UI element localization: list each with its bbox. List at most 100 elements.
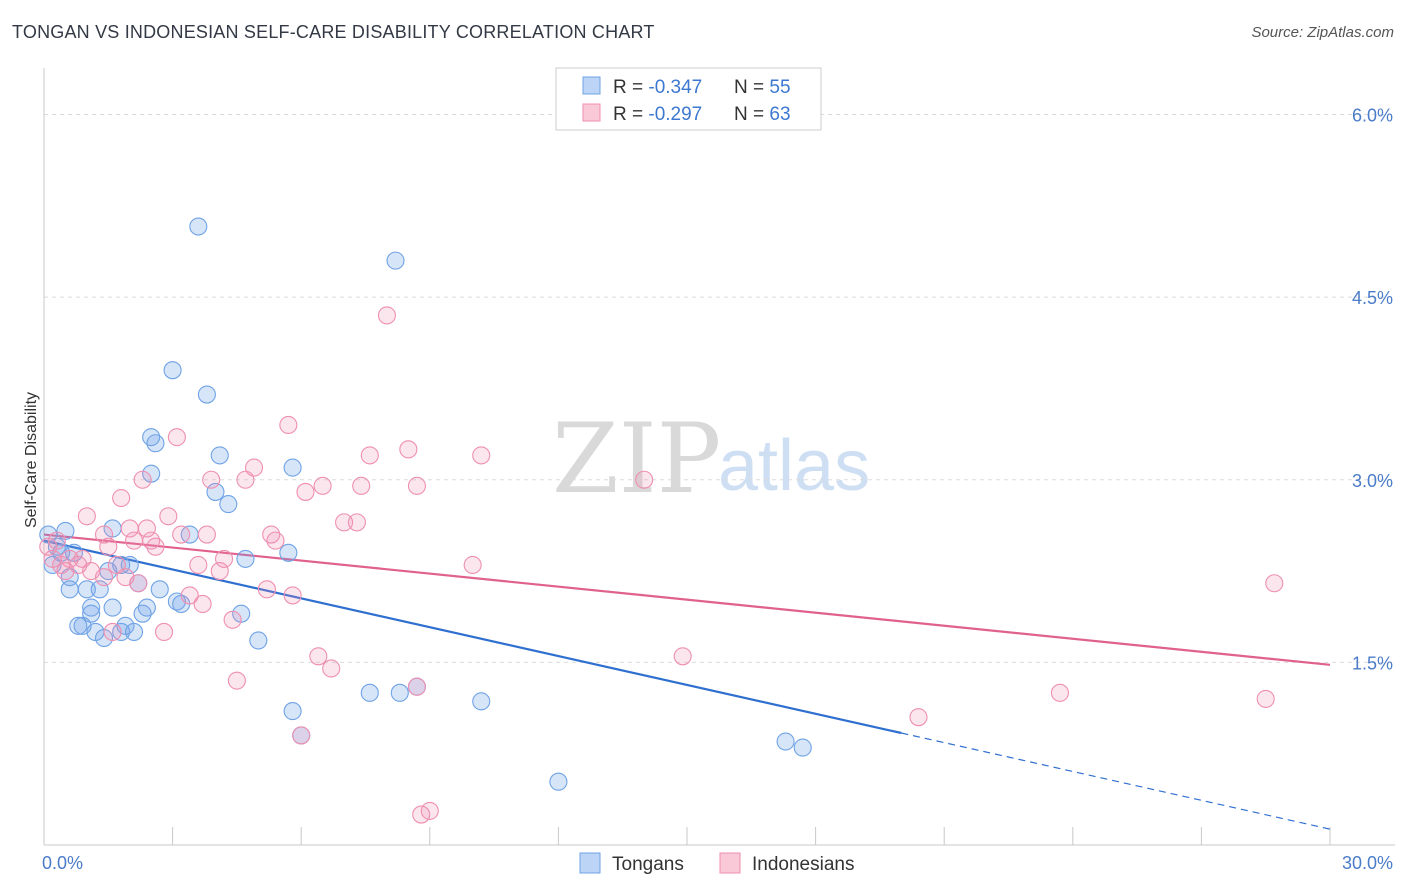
point-tongans-41 <box>236 549 255 568</box>
point-indonesians-66 <box>1265 574 1284 593</box>
trend-lines <box>43 533 1331 830</box>
point-tongans-12 <box>82 604 101 623</box>
watermark-atlas: atlas <box>718 426 870 506</box>
trend-line-extension-tongans <box>901 732 1331 830</box>
point-indonesians-54 <box>399 440 418 459</box>
point-tongans-54 <box>793 738 812 757</box>
point-tongans-6 <box>60 580 79 599</box>
legend-swatch-indonesians <box>582 103 601 122</box>
point-tongans-30 <box>150 580 169 599</box>
point-tongans-36 <box>197 385 216 404</box>
point-indonesians-58 <box>420 801 439 820</box>
point-indonesians-42 <box>279 415 298 435</box>
legend: R = -0.347 N = 55 R = -0.297 N = 63 <box>555 67 822 131</box>
point-indonesians-38 <box>244 458 264 477</box>
point-indonesians-34 <box>214 549 234 568</box>
point-indonesians-51 <box>352 476 371 495</box>
point-indonesians-35 <box>223 610 242 629</box>
point-tongans-44 <box>283 702 302 721</box>
y-tick-label-3: 6.0% <box>1352 106 1393 126</box>
point-indonesians-31 <box>197 525 216 544</box>
point-indonesians-32 <box>202 470 221 489</box>
axes <box>43 68 1395 846</box>
point-tongans-11 <box>82 598 101 617</box>
point-indonesians-23 <box>146 537 165 556</box>
point-indonesians-45 <box>296 482 315 501</box>
y-tick-label-0: 1.5% <box>1352 653 1393 673</box>
trend-line-tongans <box>43 539 902 735</box>
trend-line-indonesians <box>43 533 1331 666</box>
point-indonesians-48 <box>322 659 341 678</box>
point-tongans-10 <box>77 580 96 599</box>
point-tongans-47 <box>360 683 379 702</box>
point-tongans-43 <box>279 543 298 562</box>
point-indonesians-24 <box>154 622 174 641</box>
point-tongans-53 <box>776 732 795 751</box>
point-indonesians-11 <box>94 525 114 544</box>
point-indonesians-62 <box>673 647 692 666</box>
point-indonesians-50 <box>347 513 366 532</box>
point-indonesians-28 <box>180 586 199 605</box>
legend-swatch-tongans <box>582 76 601 95</box>
point-indonesians-60 <box>472 446 491 465</box>
point-indonesians-46 <box>309 647 328 666</box>
point-indonesians-63 <box>909 708 928 727</box>
point-indonesians-39 <box>257 580 276 599</box>
bottom-legend-tongans: Tongans <box>612 854 684 875</box>
bottom-legend: Tongans Indonesians <box>579 852 854 875</box>
point-indonesians-43 <box>283 586 302 605</box>
point-indonesians-44 <box>292 726 311 745</box>
point-tongans-48 <box>386 251 405 270</box>
y-tick-label-2: 4.5% <box>1352 288 1393 308</box>
point-indonesians-26 <box>167 428 186 447</box>
point-tongans-18 <box>103 598 122 617</box>
source-label: Source: ZipAtlas.com <box>1251 24 1394 41</box>
point-indonesians-56 <box>407 677 426 696</box>
data-points <box>39 217 1284 824</box>
point-indonesians-47 <box>313 476 332 495</box>
point-tongans-52 <box>549 772 568 791</box>
point-indonesians-20 <box>133 470 152 489</box>
point-indonesians-33 <box>210 562 229 581</box>
point-indonesians-61 <box>635 470 654 489</box>
point-tongans-37 <box>206 482 225 501</box>
point-indonesians-10 <box>94 568 114 587</box>
point-indonesians-64 <box>1050 683 1069 702</box>
point-indonesians-13 <box>103 622 122 641</box>
point-indonesians-12 <box>99 537 118 556</box>
point-tongans-42 <box>249 631 268 650</box>
x-tick-label-0: 0.0% <box>42 853 83 873</box>
point-indonesians-55 <box>407 476 426 495</box>
point-tongans-39 <box>219 495 238 514</box>
legend-row-1: R = -0.347 N = 55 <box>613 77 791 98</box>
point-tongans-26 <box>137 598 156 617</box>
point-tongans-35 <box>189 217 208 236</box>
grid <box>44 114 1395 663</box>
point-tongans-22 <box>120 555 139 575</box>
point-indonesians-25 <box>159 507 178 526</box>
point-indonesians-15 <box>112 488 131 508</box>
point-tongans-8 <box>69 616 88 635</box>
point-tongans-45 <box>283 458 302 477</box>
point-indonesians-41 <box>266 531 285 550</box>
point-indonesians-29 <box>189 555 208 575</box>
point-indonesians-52 <box>360 446 379 465</box>
point-indonesians-49 <box>335 513 354 532</box>
point-indonesians-53 <box>377 306 396 325</box>
point-tongans-38 <box>210 446 229 465</box>
point-indonesians-8 <box>77 507 96 526</box>
point-tongans-49 <box>390 683 409 702</box>
point-indonesians-59 <box>463 555 482 575</box>
point-indonesians-65 <box>1256 689 1275 708</box>
bottom-legend-indonesians: Indonesians <box>752 854 854 875</box>
point-tongans-31 <box>163 361 182 380</box>
watermark-zip: ZIP <box>552 403 721 515</box>
watermark: ZIP atlas <box>552 403 870 515</box>
point-tongans-23 <box>124 622 144 641</box>
point-indonesians-36 <box>227 671 246 690</box>
point-tongans-51 <box>472 692 491 711</box>
point-indonesians-27 <box>172 525 191 544</box>
legend-row-2: R = -0.297 N = 63 <box>613 104 791 125</box>
point-indonesians-18 <box>124 531 144 550</box>
